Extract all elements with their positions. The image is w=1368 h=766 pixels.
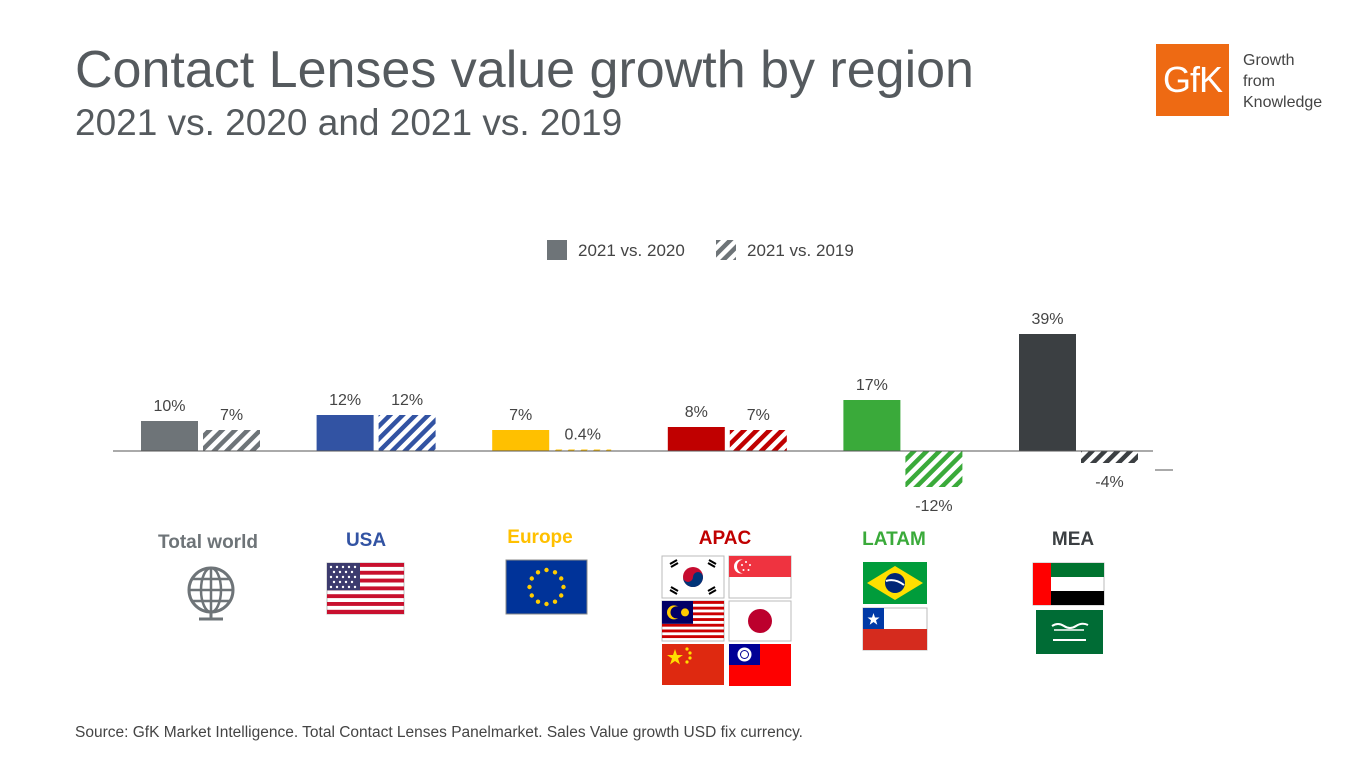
gfk-logo-mark: GfK: [1162, 59, 1223, 100]
bar-usa-2021-vs-2019: [378, 415, 436, 451]
legend-item-2021-vs-2019-swatch: [716, 240, 736, 260]
data-label: 7%: [747, 407, 770, 424]
region-label-apac: APAC: [698, 528, 752, 549]
bars: [141, 334, 1138, 487]
chart-subtitle: 2021 vs. 2020 and 2021 vs. 2019: [75, 102, 623, 143]
singapore-flag-icon: [728, 555, 792, 599]
legend-item-2021-vs-2019-label: 2021 vs. 2019: [747, 241, 854, 260]
taiwan-flag-icon: [729, 644, 791, 686]
data-label: 7%: [220, 407, 243, 424]
legend-item-2021-vs-2020-label: 2021 vs. 2020: [578, 241, 685, 260]
malaysia-flag-icon: [661, 600, 725, 642]
bar-latam-2021-vs-2020: [843, 400, 901, 451]
tagline-line-2: from: [1243, 73, 1275, 90]
legend-item-2021-vs-2020-swatch: [547, 240, 567, 260]
data-label: 17%: [856, 377, 888, 394]
bar-mea-2021-vs-2020: [1019, 334, 1076, 451]
data-label: 10%: [153, 398, 185, 415]
eu-flag-icon: [505, 559, 588, 615]
usa-flag-icon: [326, 562, 405, 615]
japan-flag-icon: [728, 600, 792, 642]
south-korea-flag-icon: [661, 555, 725, 599]
bar-europe-2021-vs-2020: [492, 430, 550, 451]
gfk-tagline: Growth from Knowledge: [1243, 50, 1353, 113]
data-label: 12%: [329, 392, 361, 409]
region-label-total-world: Total world: [158, 532, 258, 553]
china-flag-icon: [662, 644, 724, 685]
data-label: 12%: [391, 392, 423, 409]
region-label-europe: Europe: [507, 527, 573, 548]
region-label-latam: LATAM: [862, 529, 926, 550]
data-label: 8%: [685, 404, 708, 421]
bar-apac-2021-vs-2020: [667, 427, 725, 451]
bar-total-world-2021-vs-2019: [203, 430, 260, 451]
region-label-mea: MEA: [1051, 529, 1095, 550]
tagline-line-3: Knowledge: [1243, 94, 1323, 111]
bar-mea-2021-vs-2019: [1081, 451, 1138, 463]
uae-flag-icon: [1032, 562, 1105, 606]
region-label-usa: USA: [345, 530, 387, 551]
data-label: -4%: [1095, 474, 1123, 491]
data-label: -12%: [915, 498, 952, 515]
chart-title: Contact Lenses value growth by region: [75, 41, 974, 99]
saudi-arabia-flag-icon: [1036, 610, 1103, 654]
data-label: 0.4%: [564, 427, 600, 444]
tagline-line-1: Growth: [1243, 52, 1295, 69]
bar-latam-2021-vs-2019: [905, 451, 963, 487]
chile-flag-icon: [862, 607, 928, 651]
data-labels: 10% 7% 12% 12% 7% 0.4% 8% 7% 17% -12% 39% -4%: [153, 311, 1123, 515]
source-note: Source: GfK Market Intelligence. Total C…: [75, 724, 803, 741]
gfk-logo: GfK: [1156, 44, 1229, 116]
data-label: 39%: [1031, 311, 1063, 328]
bar-usa-2021-vs-2020: [316, 415, 374, 451]
globe-icon: [187, 566, 235, 621]
brazil-flag-icon: [863, 562, 927, 604]
bar-total-world-2021-vs-2020: [141, 421, 198, 451]
bar-apac-2021-vs-2019: [729, 430, 787, 451]
data-label: 7%: [509, 407, 532, 424]
bar-europe-2021-vs-2019: [554, 449, 612, 451]
legend: 2021 vs. 2020 2021 vs. 2019: [547, 240, 854, 260]
